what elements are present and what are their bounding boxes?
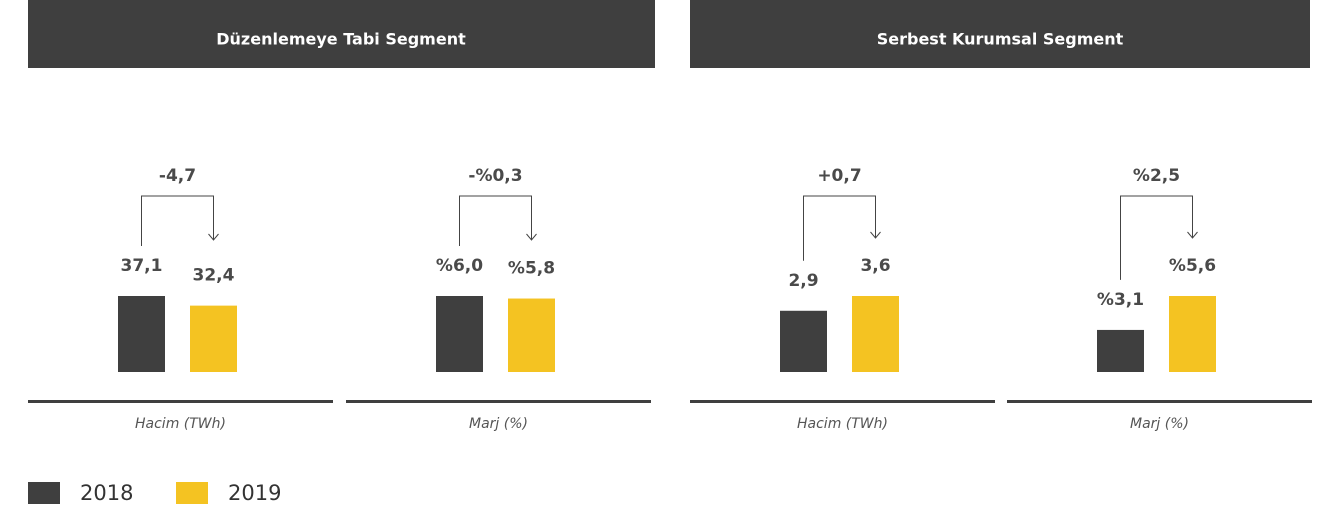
bracket	[459, 195, 532, 246]
arrow-head	[526, 233, 537, 241]
x-axis-label: Hacim (TWh)	[135, 416, 226, 432]
data-label: %6,0	[436, 256, 483, 276]
bracket	[1120, 195, 1193, 280]
panel-header	[690, 0, 1310, 68]
axis-line	[690, 400, 995, 403]
data-label: %5,8	[508, 259, 555, 279]
annotation: %2,5	[1133, 166, 1180, 186]
bar	[436, 296, 483, 372]
axis-line	[28, 400, 333, 403]
legend-swatch	[176, 482, 208, 504]
bar	[1169, 296, 1216, 372]
legend-label: 2019	[228, 481, 281, 505]
bar	[852, 296, 899, 372]
axis-line	[346, 400, 651, 403]
legend-swatch	[28, 482, 60, 504]
x-axis-label: Hacim (TWh)	[797, 416, 888, 432]
annotation: -%0,3	[468, 166, 522, 186]
data-label: 32,4	[193, 266, 235, 286]
arrow-head	[870, 231, 881, 239]
bar	[780, 310, 827, 372]
data-label: 3,6	[860, 256, 890, 276]
bracket	[141, 195, 214, 246]
data-label: 2,9	[788, 271, 818, 291]
legend-label: 2018	[80, 481, 133, 505]
panel-title: Serbest Kurumsal Segment	[877, 30, 1124, 49]
data-label: %3,1	[1097, 290, 1144, 310]
panel-header	[28, 0, 655, 68]
data-label: 37,1	[121, 256, 163, 276]
axis-line	[1007, 400, 1312, 403]
data-label: %5,6	[1169, 256, 1216, 276]
bar	[508, 298, 555, 372]
panel-title: Düzenlemeye Tabi Segment	[216, 30, 466, 49]
x-axis-label: Marj (%)	[1130, 416, 1189, 432]
bar	[190, 305, 237, 372]
bar	[1097, 329, 1144, 372]
bar	[118, 296, 165, 372]
arrow-head	[1187, 231, 1198, 239]
arrow-head	[208, 233, 219, 241]
annotation: +0,7	[817, 166, 861, 186]
bracket	[803, 195, 876, 261]
x-axis-label: Marj (%)	[469, 416, 528, 432]
annotation: -4,7	[159, 166, 196, 186]
